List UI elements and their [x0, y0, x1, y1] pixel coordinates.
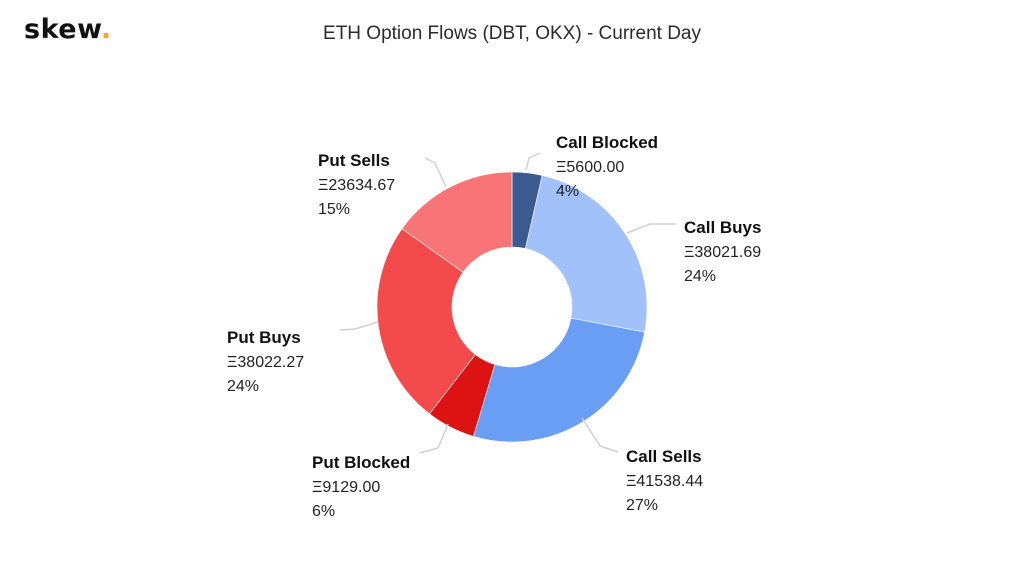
connector-put-sells	[424, 157, 447, 188]
connector-put-buys	[339, 321, 379, 331]
data-label-call-sells: Call Sells Ξ41538.44 27%	[626, 447, 703, 514]
slice-name: Put Buys	[227, 328, 301, 347]
slice-value: Ξ9129.00	[312, 479, 380, 496]
slice-call-buys	[525, 175, 648, 333]
connector-put-blocked	[419, 423, 449, 454]
slice-put-sells	[401, 171, 513, 273]
slice-percent: 15%	[318, 201, 350, 218]
connector-call-sells	[581, 417, 619, 453]
data-label-put-blocked: Put Blocked Ξ9129.00 6%	[312, 453, 410, 520]
connector-call-blocked	[525, 152, 541, 171]
slice-value: Ξ41538.44	[626, 473, 703, 490]
slice-name: Put Blocked	[312, 453, 410, 472]
data-label-put-sells: Put Sells Ξ23634.67 15%	[318, 151, 395, 218]
slice-call-sells	[473, 317, 646, 443]
slice-percent: 24%	[684, 268, 716, 285]
connector-call-buys	[626, 223, 676, 234]
skew-logo: skew.	[24, 14, 112, 45]
slice-percent: 6%	[312, 503, 335, 520]
slice-name: Call Sells	[626, 447, 702, 466]
data-label-call-buys: Call Buys Ξ38021.69 24%	[684, 218, 761, 285]
logo-dot: .	[100, 14, 112, 45]
slice-value: Ξ5600.00	[556, 159, 624, 176]
slice-percent: 24%	[227, 378, 259, 395]
slice-name: Put Sells	[318, 151, 390, 170]
logo-text: skew	[24, 14, 101, 45]
slice-value: Ξ38021.69	[684, 244, 761, 261]
slice-value: Ξ38022.27	[227, 354, 304, 371]
data-label-put-buys: Put Buys Ξ38022.27 24%	[227, 328, 304, 395]
slice-percent: 4%	[556, 183, 579, 200]
slice-put-buys	[376, 228, 476, 415]
chart-title: ETH Option Flows (DBT, OKX) - Current Da…	[323, 23, 701, 44]
data-label-call-blocked: Call Blocked Ξ5600.00 4%	[556, 133, 658, 200]
slice-percent: 27%	[626, 497, 658, 514]
slice-name: Call Buys	[684, 218, 761, 237]
slice-value: Ξ23634.67	[318, 177, 395, 194]
slice-name: Call Blocked	[556, 133, 658, 152]
